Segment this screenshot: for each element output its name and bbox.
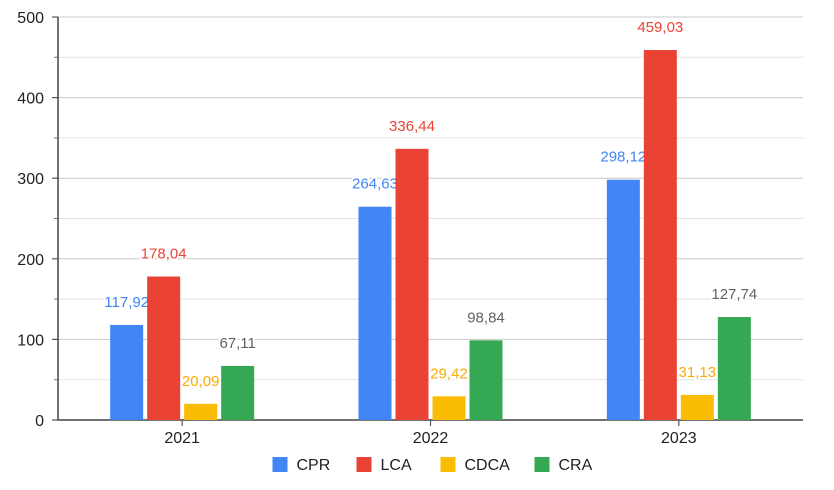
y-tick-label: 500 bbox=[17, 10, 44, 27]
data-label-halo: 178,04 bbox=[141, 245, 187, 262]
legend-swatch-cdca bbox=[440, 457, 456, 472]
x-tick-label: 2023 bbox=[661, 430, 697, 447]
bar-lca bbox=[643, 50, 677, 420]
data-label-halo: 117,92 bbox=[104, 294, 149, 311]
data-label-lca: 336,44 bbox=[389, 118, 435, 135]
data-label-cdca: 31,13 bbox=[679, 364, 717, 381]
data-label-halo: 29,42 bbox=[430, 365, 468, 382]
data-label-cra: 98,84 bbox=[467, 309, 505, 326]
legend-swatch-cra bbox=[534, 457, 550, 472]
data-label-cdca: 20,09 bbox=[182, 373, 220, 390]
legend-label-lca: LCA bbox=[381, 457, 412, 474]
y-tick-label: 400 bbox=[17, 91, 44, 108]
data-label-halo: 20,09 bbox=[182, 373, 220, 390]
y-tick-label: 300 bbox=[17, 171, 44, 188]
bar-lca bbox=[147, 276, 181, 420]
data-label-lca: 178,04 bbox=[141, 245, 187, 262]
bar-cra bbox=[717, 317, 751, 420]
legend-label-cpr: CPR bbox=[297, 457, 331, 474]
bar-lca bbox=[395, 148, 429, 421]
y-tick-label: 200 bbox=[17, 252, 44, 269]
data-label-halo: 31,13 bbox=[679, 364, 717, 381]
legend-swatch-lca bbox=[356, 457, 372, 472]
data-label-cdca: 29,42 bbox=[430, 365, 468, 382]
legend-label-cra: CRA bbox=[559, 457, 593, 474]
legend-label-cdca: CDCA bbox=[465, 457, 511, 474]
bar-cpr bbox=[606, 179, 640, 420]
y-tick-label: 0 bbox=[35, 413, 44, 430]
bar-cdca bbox=[432, 396, 466, 420]
data-label-halo: 459,03 bbox=[637, 19, 683, 36]
bar-cdca bbox=[184, 403, 218, 420]
x-tick-label: 2022 bbox=[413, 430, 449, 447]
data-label-cpr: 264,63 bbox=[352, 176, 398, 193]
data-label-halo: 298,12 bbox=[600, 149, 646, 166]
data-label-halo: 264,63 bbox=[352, 176, 398, 193]
data-label-lca: 459,03 bbox=[637, 19, 683, 36]
data-label-cpr: 117,92 bbox=[104, 294, 149, 311]
y-tick-label: 100 bbox=[17, 332, 44, 349]
data-label-halo: 336,44 bbox=[389, 118, 435, 135]
legend-swatch-cpr bbox=[272, 457, 288, 472]
bar-cpr bbox=[358, 206, 392, 420]
bar-cra bbox=[469, 340, 503, 420]
bar-cra bbox=[221, 365, 255, 420]
data-label-halo: 67,11 bbox=[219, 335, 255, 352]
bar-cdca bbox=[680, 394, 714, 420]
data-label-cpr: 298,12 bbox=[600, 149, 646, 166]
data-label-cra: 67,11 bbox=[219, 335, 255, 352]
data-label-cra: 127,74 bbox=[711, 286, 757, 303]
x-tick-label: 2021 bbox=[164, 430, 200, 447]
bar-cpr bbox=[110, 324, 144, 420]
data-label-halo: 127,74 bbox=[711, 286, 757, 303]
data-label-halo: 98,84 bbox=[467, 309, 505, 326]
